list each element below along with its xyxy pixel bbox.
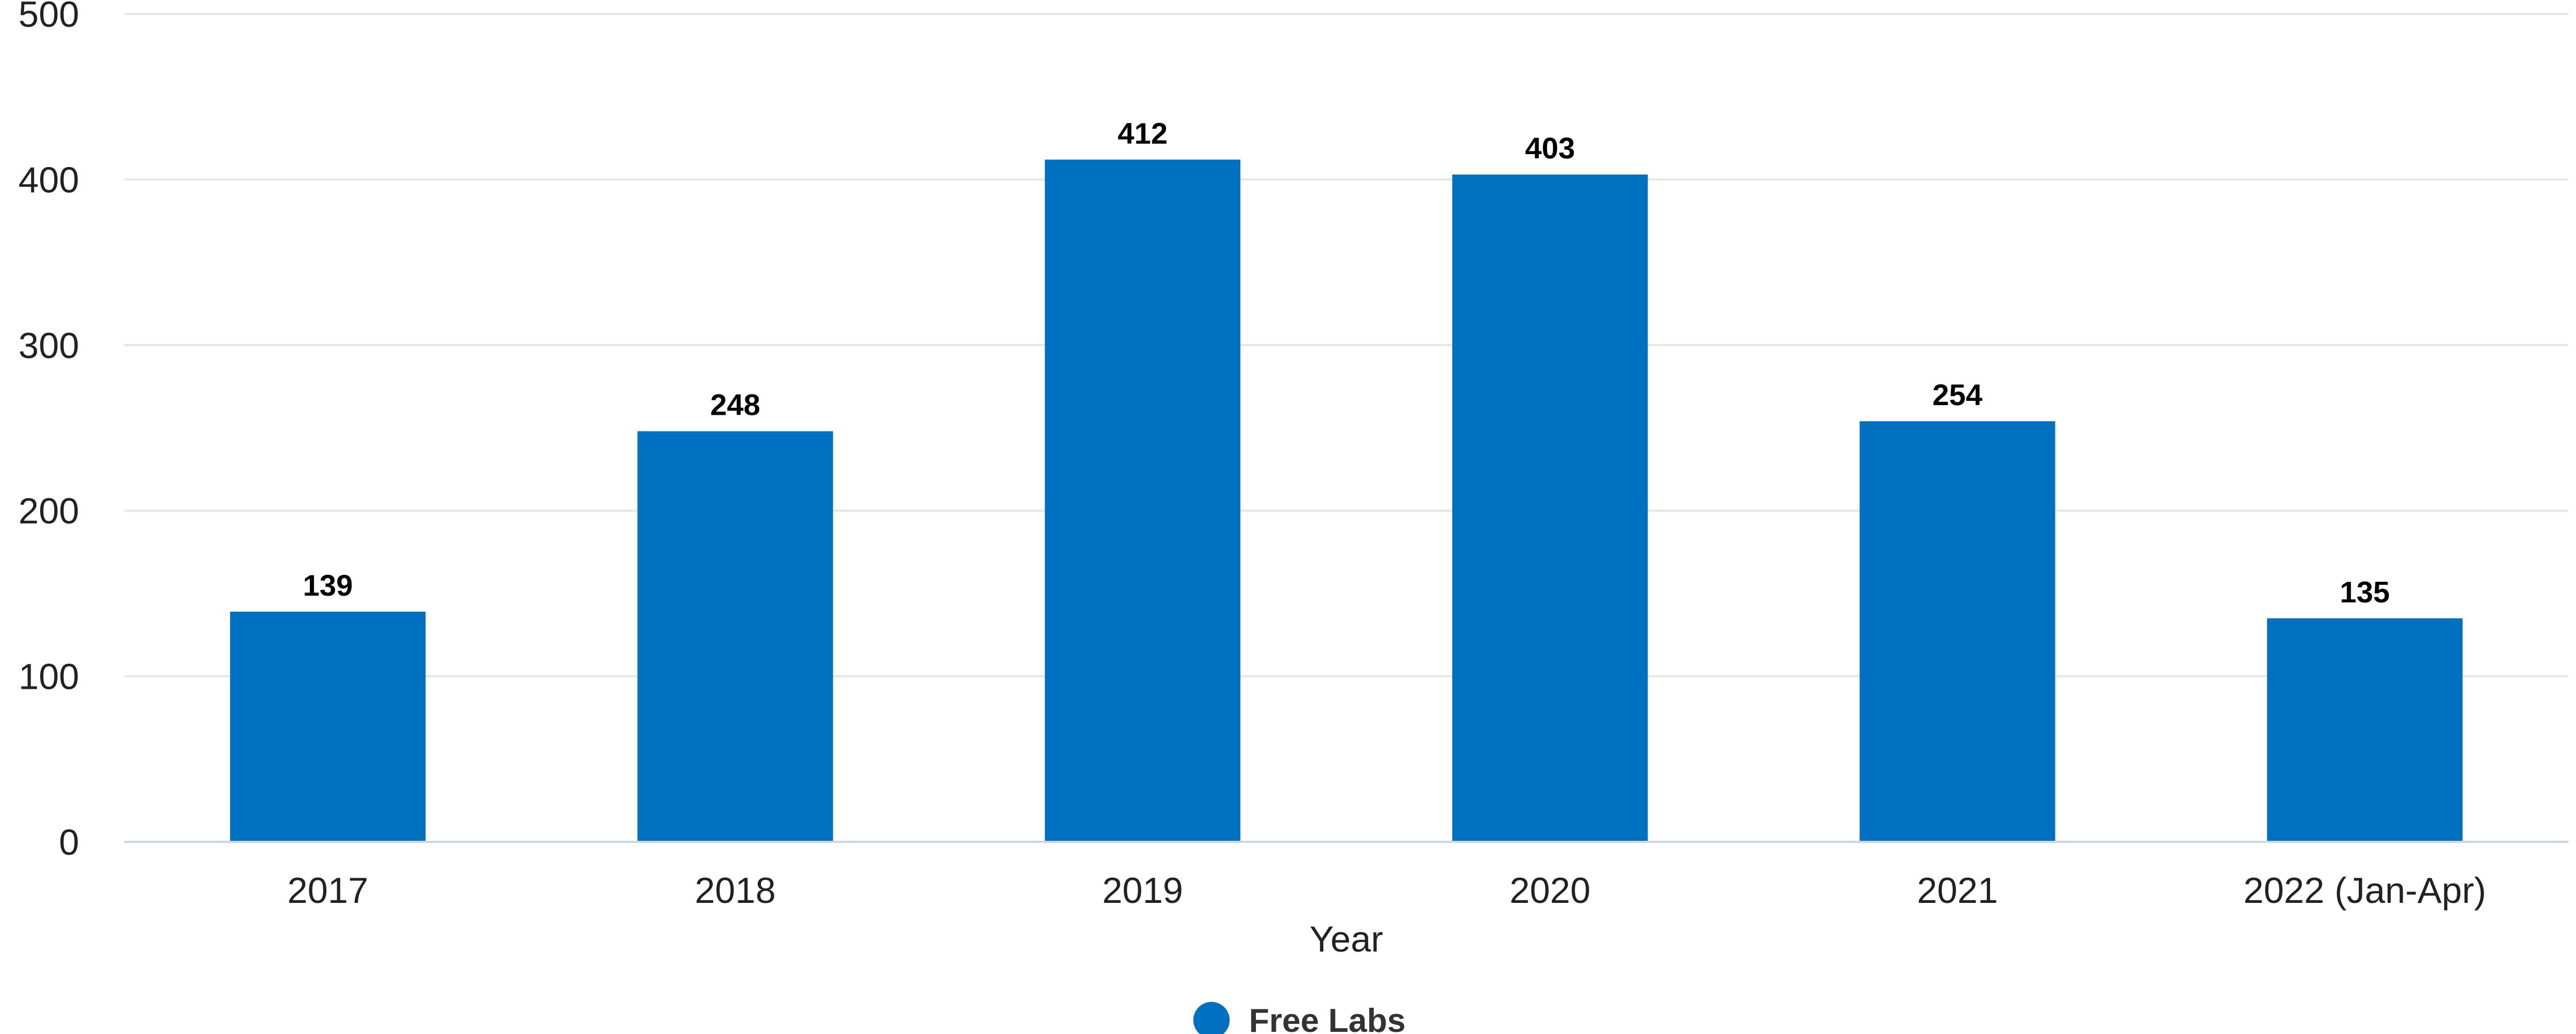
y-tick-label: 400 (19, 159, 79, 200)
bar-2017[interactable] (230, 611, 426, 842)
x-tick-label: 2017 (287, 870, 368, 911)
y-tick-label: 300 (19, 325, 79, 366)
y-tick-label: 0 (59, 822, 79, 863)
x-axis-title: Year (1309, 919, 1383, 960)
bar-2021[interactable] (1859, 421, 2055, 842)
x-tick-label: 2018 (695, 870, 775, 911)
x-tick-label: 2021 (1917, 870, 1998, 911)
x-tick-label: 2019 (1102, 870, 1183, 911)
x-tick-label: 2022 (Jan-Apr) (2244, 870, 2487, 911)
bar-2020[interactable] (1452, 174, 1648, 842)
y-axis-tick-labels: 0 100 200 300 400 500 (19, 0, 79, 863)
y-tick-label: 200 (19, 491, 79, 531)
data-label: 248 (710, 388, 760, 422)
y-tick-label: 500 (19, 0, 79, 35)
bar-2019[interactable] (1045, 159, 1241, 842)
y-tick-label: 100 (19, 657, 79, 697)
gridlines (124, 13, 2569, 678)
bars (230, 159, 2463, 842)
data-label: 135 (2340, 575, 2390, 609)
data-label: 412 (1118, 116, 1168, 150)
data-labels: 139 248 412 403 254 135 (303, 116, 2390, 609)
legend-label-free-labs: Free Labs (1249, 1002, 1406, 1034)
x-tick-label: 2020 (1510, 870, 1590, 911)
data-label: 139 (303, 568, 353, 602)
legend[interactable]: Free Labs (1193, 1002, 1406, 1034)
data-label: 403 (1525, 131, 1575, 165)
bar-2022-jan-apr[interactable] (2267, 618, 2463, 842)
data-label: 254 (1932, 378, 1982, 412)
bar-2018[interactable] (637, 431, 833, 842)
legend-marker-icon (1193, 1002, 1230, 1034)
x-axis-tick-labels: 2017 2018 2019 2020 2021 2022 (Jan-Apr) (287, 870, 2486, 911)
